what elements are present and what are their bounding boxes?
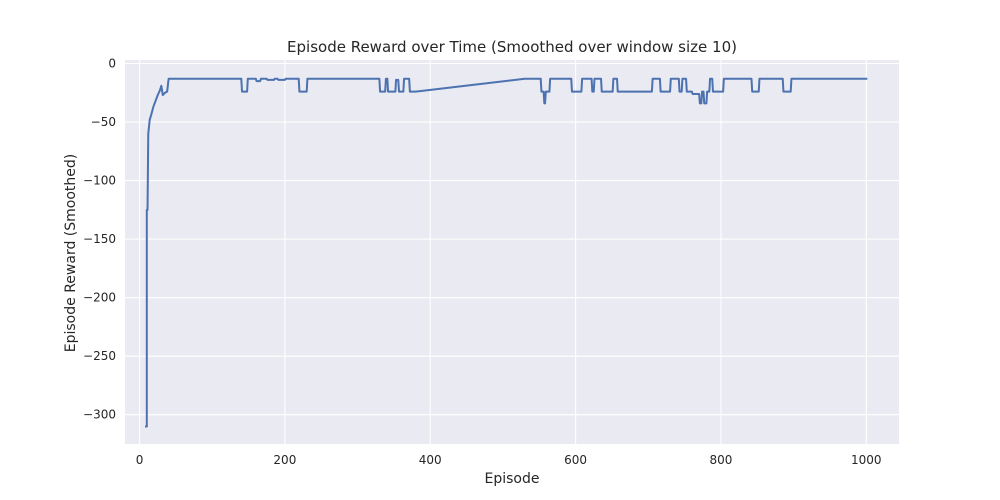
y-tick-label: −150 bbox=[83, 232, 116, 246]
plot-area bbox=[125, 60, 899, 444]
x-tick-label: 800 bbox=[709, 453, 732, 467]
y-axis-label: Episode Reward (Smoothed) bbox=[63, 154, 79, 352]
x-axis-label: Episode bbox=[485, 471, 540, 487]
x-tick-label: 600 bbox=[564, 453, 587, 467]
y-tick-label: −300 bbox=[83, 408, 116, 422]
y-tick-label: −100 bbox=[83, 174, 116, 188]
x-tick-label: 1000 bbox=[851, 453, 882, 467]
x-axis-ticks: 0 200 400 600 800 1000 bbox=[136, 453, 882, 467]
series-layer bbox=[145, 77, 868, 428]
x-tick-label: 0 bbox=[136, 453, 144, 467]
y-tick-label: −200 bbox=[83, 291, 116, 305]
y-tick-label: −250 bbox=[83, 349, 116, 363]
y-tick-label: 0 bbox=[108, 57, 116, 71]
grid-lines bbox=[125, 60, 899, 444]
chart-title: Episode Reward over Time (Smoothed over … bbox=[287, 38, 737, 56]
series-line-0 bbox=[145, 77, 868, 428]
x-tick-label: 400 bbox=[419, 453, 442, 467]
x-tick-label: 200 bbox=[273, 453, 296, 467]
y-tick-label: −50 bbox=[91, 115, 116, 129]
y-axis-ticks: 0 −50 −100 −150 −200 −250 −300 bbox=[83, 57, 116, 422]
